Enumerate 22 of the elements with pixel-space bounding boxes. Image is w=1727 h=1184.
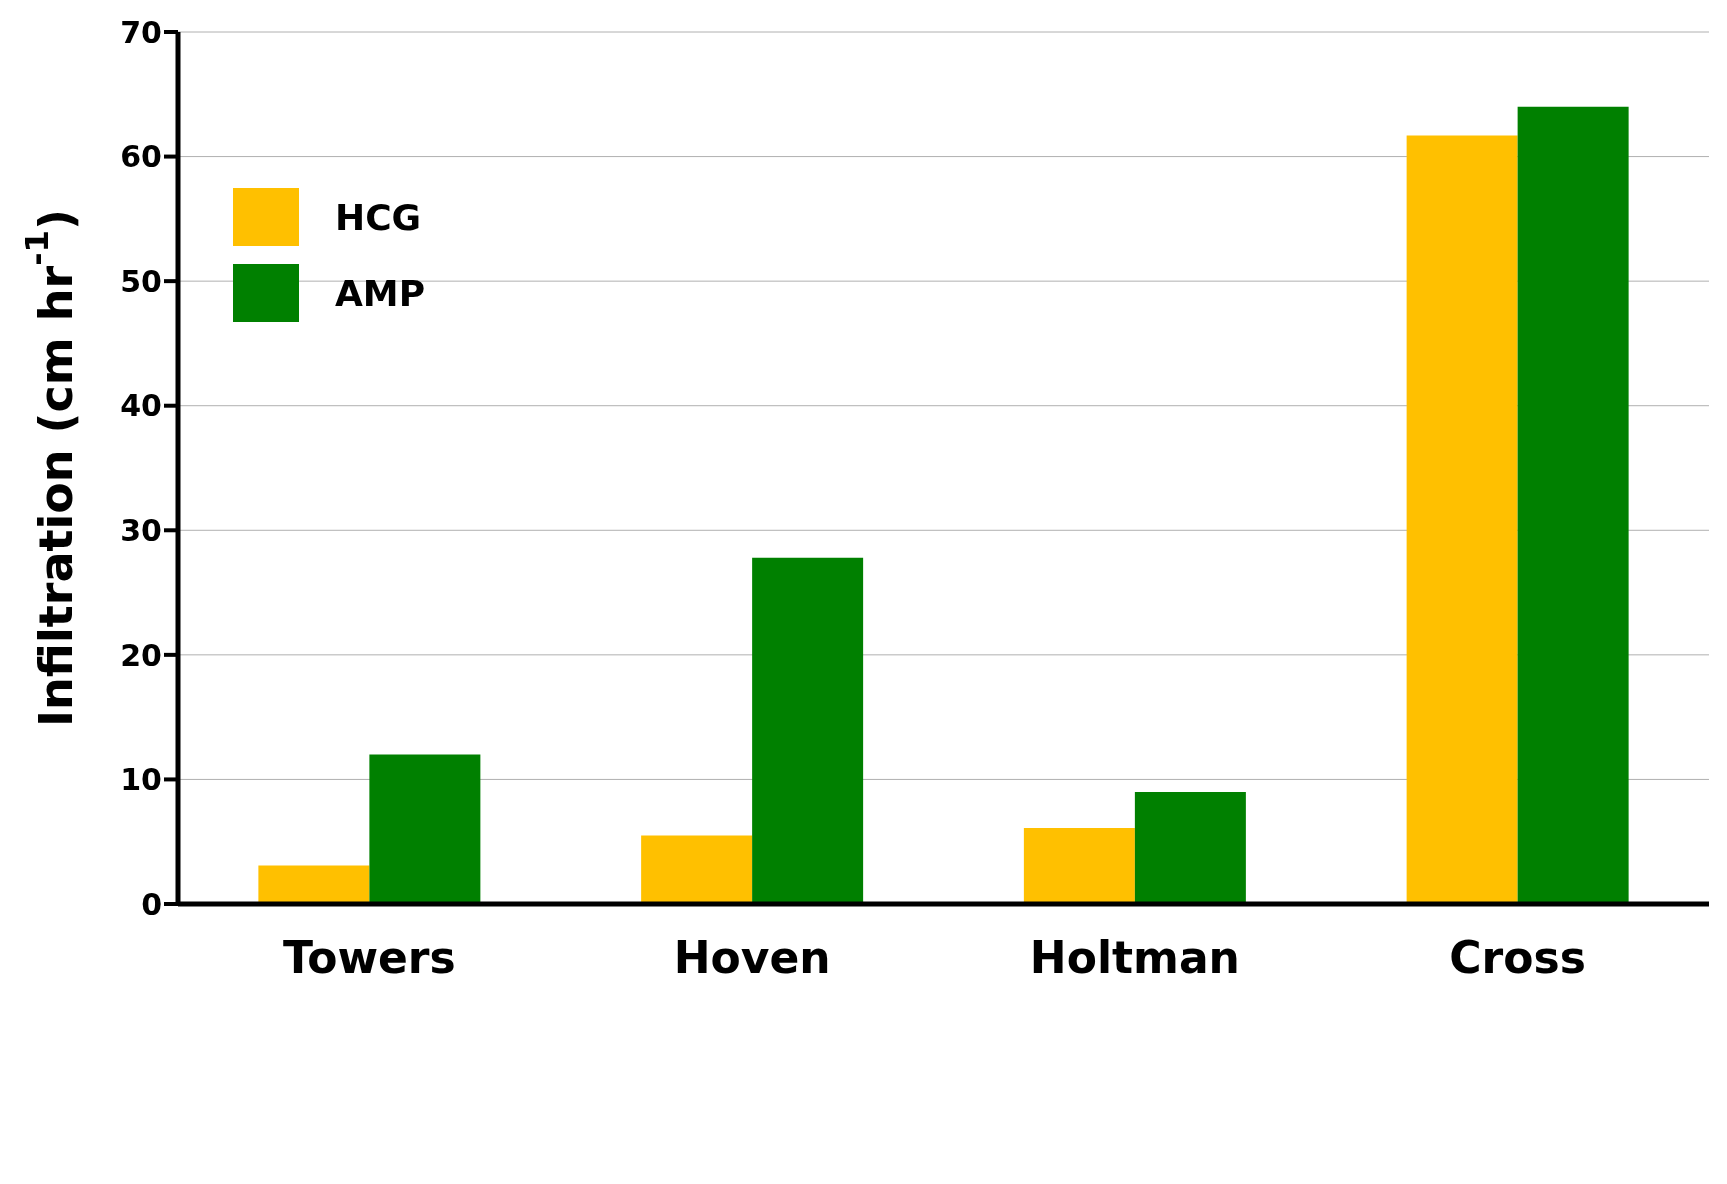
y-tick-label: 50 [120,263,162,299]
bar [1517,106,1629,904]
bar [1134,791,1246,904]
legend-label: HCG [335,196,422,238]
bar [1023,828,1135,904]
y-tick-label: 40 [120,388,162,424]
y-tick-label: 0 [141,886,162,922]
y-tick-label: 10 [120,762,162,798]
x-tick-label: Cross [1449,932,1586,984]
bar [369,754,481,904]
y-tick-label: 70 [120,14,162,50]
y-tick-label: 20 [120,637,162,673]
bar [641,835,753,904]
y-tick-label: 60 [120,139,162,175]
x-tick-label: Towers [282,932,456,984]
bar [258,865,370,904]
bar [752,557,864,904]
legend-label: AMP [335,272,426,314]
bar [1406,135,1518,904]
x-tick-label: Holtman [1029,932,1240,984]
x-tick-label: Hoven [673,932,831,984]
y-tick-label: 30 [120,512,162,548]
